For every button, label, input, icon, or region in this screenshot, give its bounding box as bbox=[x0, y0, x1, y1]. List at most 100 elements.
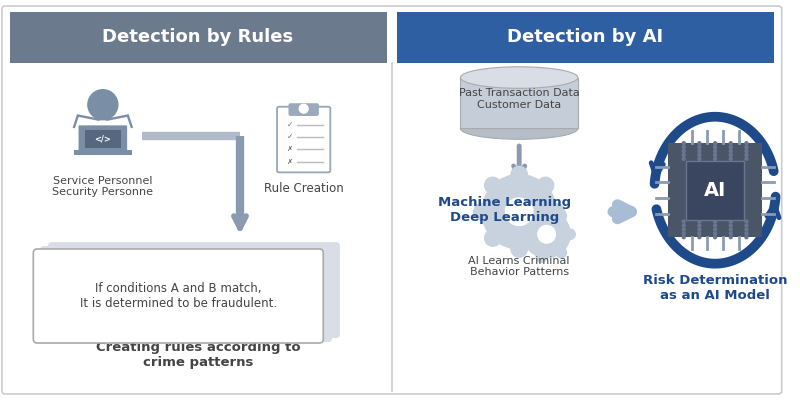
Circle shape bbox=[730, 146, 732, 148]
Circle shape bbox=[730, 157, 732, 160]
Circle shape bbox=[536, 252, 546, 262]
Circle shape bbox=[730, 224, 732, 227]
Text: Past Transaction Data
Customer Data: Past Transaction Data Customer Data bbox=[458, 88, 579, 110]
Circle shape bbox=[556, 248, 566, 258]
Circle shape bbox=[698, 142, 701, 145]
Circle shape bbox=[482, 174, 556, 249]
Circle shape bbox=[698, 232, 701, 235]
Circle shape bbox=[730, 154, 732, 156]
Circle shape bbox=[698, 157, 701, 160]
Circle shape bbox=[88, 90, 118, 120]
Circle shape bbox=[714, 142, 717, 145]
Text: Service Personnel
Security Personne: Service Personnel Security Personne bbox=[52, 176, 154, 197]
Circle shape bbox=[698, 220, 701, 223]
Circle shape bbox=[730, 228, 732, 231]
Circle shape bbox=[520, 239, 530, 250]
Circle shape bbox=[714, 220, 717, 223]
Circle shape bbox=[682, 154, 686, 156]
FancyBboxPatch shape bbox=[34, 249, 323, 343]
Circle shape bbox=[485, 230, 501, 246]
Circle shape bbox=[538, 230, 554, 246]
Circle shape bbox=[682, 146, 686, 148]
Text: Risk Determination
as an AI Model: Risk Determination as an AI Model bbox=[643, 274, 787, 302]
Circle shape bbox=[698, 146, 701, 148]
Circle shape bbox=[714, 224, 717, 227]
Text: ✗: ✗ bbox=[286, 159, 293, 165]
Circle shape bbox=[698, 154, 701, 156]
Circle shape bbox=[556, 211, 566, 221]
FancyBboxPatch shape bbox=[85, 130, 121, 148]
Text: Creating rules according to
crime patterns: Creating rules according to crime patter… bbox=[95, 341, 300, 369]
FancyBboxPatch shape bbox=[460, 78, 578, 128]
Circle shape bbox=[698, 236, 701, 239]
Circle shape bbox=[745, 236, 748, 239]
Circle shape bbox=[548, 204, 565, 220]
Circle shape bbox=[682, 236, 686, 239]
Circle shape bbox=[565, 229, 575, 240]
Text: Rule Creation: Rule Creation bbox=[264, 182, 343, 195]
Circle shape bbox=[745, 154, 748, 156]
Circle shape bbox=[536, 206, 546, 216]
Circle shape bbox=[682, 220, 686, 223]
Text: ✗: ✗ bbox=[286, 146, 293, 152]
Text: If conditions A and B match,
It is determined to be fraudulent.: If conditions A and B match, It is deter… bbox=[80, 282, 277, 310]
Circle shape bbox=[714, 232, 717, 235]
Circle shape bbox=[506, 198, 533, 226]
Text: Detection by AI: Detection by AI bbox=[506, 28, 663, 46]
Text: ✓: ✓ bbox=[286, 122, 293, 128]
Circle shape bbox=[682, 142, 686, 145]
Circle shape bbox=[745, 228, 748, 231]
Circle shape bbox=[538, 226, 555, 243]
Circle shape bbox=[520, 219, 530, 229]
Circle shape bbox=[714, 150, 717, 152]
Circle shape bbox=[511, 166, 527, 183]
Circle shape bbox=[682, 232, 686, 235]
FancyBboxPatch shape bbox=[277, 107, 330, 172]
Circle shape bbox=[745, 146, 748, 148]
Circle shape bbox=[714, 228, 717, 231]
Circle shape bbox=[682, 224, 686, 227]
FancyBboxPatch shape bbox=[686, 161, 745, 220]
FancyBboxPatch shape bbox=[10, 12, 387, 63]
FancyBboxPatch shape bbox=[40, 246, 332, 342]
Text: AI Learns Criminal
Behavior Patterns: AI Learns Criminal Behavior Patterns bbox=[469, 256, 570, 278]
Circle shape bbox=[698, 224, 701, 227]
Circle shape bbox=[511, 241, 527, 257]
FancyBboxPatch shape bbox=[78, 125, 127, 152]
Circle shape bbox=[698, 150, 701, 152]
FancyBboxPatch shape bbox=[289, 103, 319, 116]
Circle shape bbox=[474, 204, 490, 220]
Circle shape bbox=[745, 157, 748, 160]
FancyBboxPatch shape bbox=[48, 242, 340, 338]
Circle shape bbox=[698, 228, 701, 231]
Circle shape bbox=[682, 228, 686, 231]
Text: Machine Learning
Deep Learning: Machine Learning Deep Learning bbox=[438, 196, 571, 224]
Text: AI: AI bbox=[704, 181, 726, 200]
Circle shape bbox=[682, 150, 686, 152]
Ellipse shape bbox=[460, 67, 578, 88]
Circle shape bbox=[745, 150, 748, 152]
Circle shape bbox=[485, 177, 501, 194]
Circle shape bbox=[714, 157, 717, 160]
Circle shape bbox=[523, 211, 570, 258]
Circle shape bbox=[730, 236, 732, 239]
FancyBboxPatch shape bbox=[397, 12, 774, 63]
FancyBboxPatch shape bbox=[74, 150, 132, 155]
Circle shape bbox=[714, 236, 717, 239]
Circle shape bbox=[714, 146, 717, 148]
Circle shape bbox=[745, 232, 748, 235]
Circle shape bbox=[730, 232, 732, 235]
Circle shape bbox=[682, 157, 686, 160]
Text: ✓: ✓ bbox=[286, 134, 293, 140]
Text: Detection by Rules: Detection by Rules bbox=[102, 28, 294, 46]
FancyBboxPatch shape bbox=[2, 6, 782, 394]
FancyBboxPatch shape bbox=[668, 143, 762, 237]
Circle shape bbox=[299, 104, 308, 113]
Circle shape bbox=[538, 177, 554, 194]
Circle shape bbox=[730, 150, 732, 152]
Text: </>: </> bbox=[94, 134, 111, 143]
Circle shape bbox=[714, 154, 717, 156]
Circle shape bbox=[730, 220, 732, 223]
Ellipse shape bbox=[460, 118, 578, 139]
Circle shape bbox=[730, 142, 732, 145]
